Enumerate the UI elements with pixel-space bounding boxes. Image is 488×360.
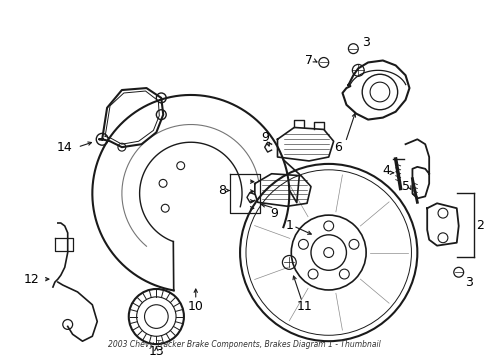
- Text: 7: 7: [305, 54, 312, 67]
- Text: 4: 4: [381, 164, 389, 177]
- Text: 8: 8: [218, 184, 226, 197]
- Text: 14: 14: [57, 141, 73, 154]
- Text: 11: 11: [296, 300, 311, 313]
- Text: 9: 9: [260, 131, 268, 144]
- Text: 2003 Chevy Tracker Brake Components, Brakes Diagram 1 - Thumbnail: 2003 Chevy Tracker Brake Components, Bra…: [108, 339, 380, 348]
- Text: 12: 12: [23, 273, 39, 285]
- Text: 6: 6: [334, 141, 342, 154]
- Text: 10: 10: [187, 300, 203, 313]
- Text: 5: 5: [401, 180, 408, 193]
- Text: 3: 3: [362, 36, 369, 49]
- Text: 1: 1: [285, 220, 293, 233]
- Text: 9: 9: [270, 207, 278, 220]
- Text: 3: 3: [464, 276, 471, 289]
- Text: 2: 2: [475, 220, 483, 233]
- Text: 13: 13: [148, 345, 164, 357]
